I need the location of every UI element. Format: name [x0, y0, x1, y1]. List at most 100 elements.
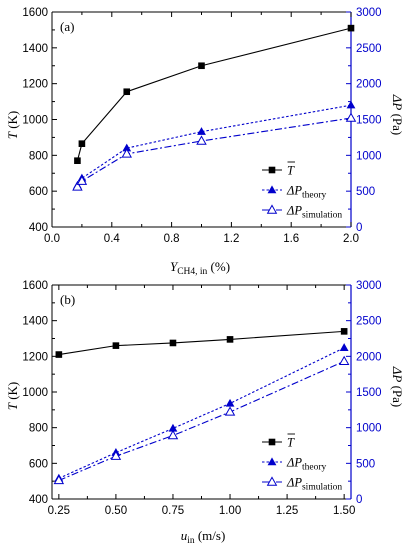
- x-axis-title-main: Y: [170, 259, 179, 274]
- legend-entry-name: ΔP: [286, 476, 302, 490]
- y-left-tick-label: 1400: [22, 43, 48, 55]
- x-axis-title-sub: CH4, in: [177, 267, 207, 277]
- series-line: [76, 117, 352, 188]
- series-T: [74, 24, 355, 165]
- data-point: [110, 450, 122, 460]
- legend-entry: T: [287, 164, 295, 178]
- data-point: [167, 429, 179, 440]
- series-line: [76, 104, 352, 186]
- x-axis-title-unit: (%): [207, 259, 230, 274]
- data-point: [78, 140, 86, 147]
- y-right-tick-label: 2500: [356, 43, 382, 55]
- legend-entry: T: [287, 436, 295, 450]
- y-right-tick-label: 1000: [356, 423, 382, 435]
- y-left-axis-title-main: T: [5, 402, 20, 410]
- y-right-tick-label: 1500: [356, 387, 382, 399]
- chart-panel-a: 0.0 0.4 0.8 1.2 1.6 2.0 400 600 800 1000 1200 1400 1…: [5, 7, 405, 277]
- y-right-axis-title: ΔP (Pa): [390, 366, 405, 408]
- data-point: [169, 339, 177, 347]
- data-point: [225, 398, 235, 407]
- y-right-tick-label: 0: [356, 222, 362, 234]
- series-line: [58, 330, 345, 356]
- data-point: [74, 157, 81, 165]
- x-axis-title: YCH4, in (%): [170, 259, 230, 277]
- y-left-tick-label: 400: [29, 222, 48, 234]
- series-dP-theory: [54, 343, 349, 482]
- data-point: [112, 342, 120, 349]
- legend-marker: [268, 438, 276, 446]
- data-point: [226, 336, 234, 343]
- x-tick-label: 1.00: [219, 505, 241, 517]
- data-point: [345, 112, 357, 122]
- series-dP-simulation: [72, 112, 357, 191]
- legend-entry: ΔPsimulation: [286, 204, 342, 221]
- y-left-tick-label: 400: [29, 494, 48, 506]
- data-point: [53, 474, 65, 485]
- legend-entry: ΔPtheory: [286, 184, 327, 201]
- y-left-tick-label: 1600: [22, 280, 48, 292]
- data-point: [121, 148, 133, 158]
- series-T: [55, 328, 348, 358]
- x-tick-label: 0.75: [162, 505, 184, 517]
- legend-entry-sub: theory: [302, 463, 327, 473]
- data-point: [198, 62, 205, 70]
- y-left-axis-title: T (K): [5, 111, 20, 140]
- y-right-axis-title: ΔP (Pa): [390, 94, 405, 136]
- y-right-tick-label: 0: [356, 494, 362, 506]
- legend-entry-sub: simulation: [302, 483, 342, 493]
- data-point: [347, 24, 355, 32]
- series-line: [58, 347, 345, 479]
- legend-marker: [268, 166, 276, 174]
- y-left-tick-label: 600: [29, 458, 48, 470]
- x-tick-label: 1.50: [333, 505, 355, 517]
- y-right-tick-label: 3000: [356, 7, 382, 19]
- y-right-tick-label: 1500: [356, 115, 382, 127]
- x-tick-label: 0.25: [48, 505, 70, 517]
- legend-marker: [266, 476, 278, 486]
- x-axis-title: uin (m/s): [181, 528, 226, 546]
- y-left-tick-label: 1400: [22, 316, 48, 328]
- y-right-tick-label: 2500: [356, 316, 382, 328]
- y-right-tick-label: 1000: [356, 150, 382, 162]
- legend-marker: [266, 204, 278, 214]
- y-right-axis-title-unit: (Pa): [390, 382, 405, 407]
- legend-entry-name: T: [287, 436, 295, 450]
- y-left-tick-label: 1000: [22, 387, 48, 399]
- panel-label: (a): [60, 19, 74, 34]
- x-axis-title-sub: in: [187, 536, 195, 546]
- y-left-tick-label: 800: [29, 423, 48, 435]
- legend-entry-sub: theory: [302, 191, 327, 201]
- y-left-axis-title-main: T: [5, 131, 20, 139]
- legend-entry: ΔPsimulation: [286, 476, 342, 493]
- y-right-axis-title-main: ΔP: [390, 366, 405, 383]
- legend-entry-name: ΔP: [286, 184, 302, 198]
- x-tick-label: 1.2: [223, 233, 239, 245]
- y-left-tick-label: 800: [29, 150, 48, 162]
- chart-panel-b: 0.25 0.50 0.75 1.00 1.25 1.50 400 600 800 1000 120…: [5, 280, 405, 546]
- legend-entry-name: ΔP: [286, 204, 302, 218]
- x-tick-label: 1.25: [276, 505, 298, 517]
- data-point: [224, 406, 236, 416]
- y-left-tick-label: 1200: [22, 79, 48, 91]
- data-point: [346, 100, 356, 109]
- x-axis-title-unit: (m/s): [195, 528, 226, 543]
- series-dP-simulation: [53, 355, 350, 485]
- data-point: [339, 343, 349, 351]
- series-line: [76, 27, 352, 161]
- y-left-axis-title-unit: (K): [5, 382, 20, 403]
- data-point: [196, 135, 207, 145]
- y-left-tick-label: 600: [29, 186, 48, 198]
- data-point: [72, 181, 83, 191]
- legend-marker: [267, 185, 277, 194]
- x-tick-label: 2.0: [343, 233, 359, 245]
- y-left-tick-label: 1000: [22, 115, 48, 127]
- y-left-tick-label: 1600: [22, 7, 48, 19]
- y-right-tick-label: 500: [356, 458, 375, 470]
- legend: T ΔPtheory ΔPsimulation: [262, 161, 342, 221]
- x-tick-label: 0.8: [164, 233, 180, 245]
- y-right-axis-title-main: ΔP: [390, 94, 405, 111]
- y-right-tick-label: 3000: [356, 280, 382, 292]
- y-right-tick-label: 2000: [356, 351, 382, 363]
- y-left-axis-title-unit: (K): [5, 111, 20, 132]
- legend-entry-name: ΔP: [286, 456, 302, 470]
